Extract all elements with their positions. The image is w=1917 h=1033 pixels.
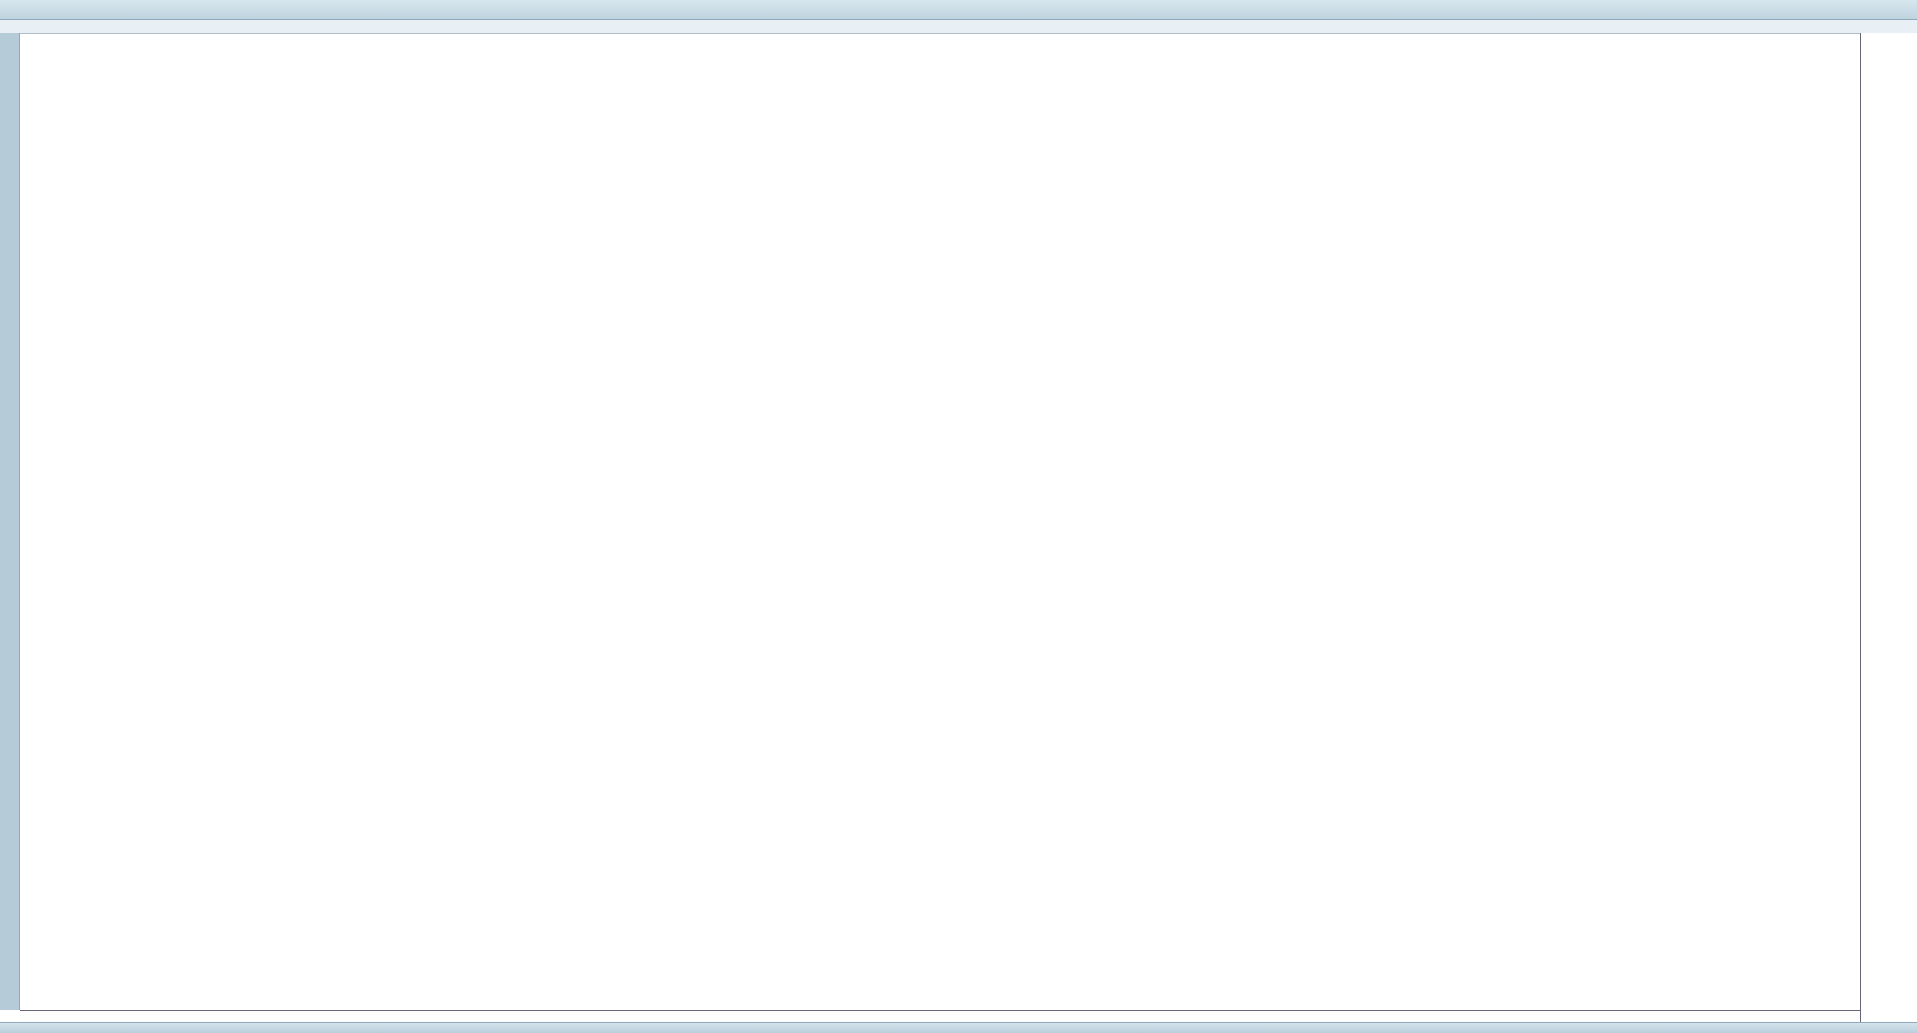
- drawing-tools-sidebar: [0, 33, 20, 1010]
- time-axis[interactable]: [20, 1010, 1860, 1023]
- top-toolbar: [0, 0, 1917, 20]
- price-axis[interactable]: [1860, 33, 1917, 1022]
- legend-bar: [0, 20, 1917, 34]
- status-bar: [0, 1022, 1917, 1033]
